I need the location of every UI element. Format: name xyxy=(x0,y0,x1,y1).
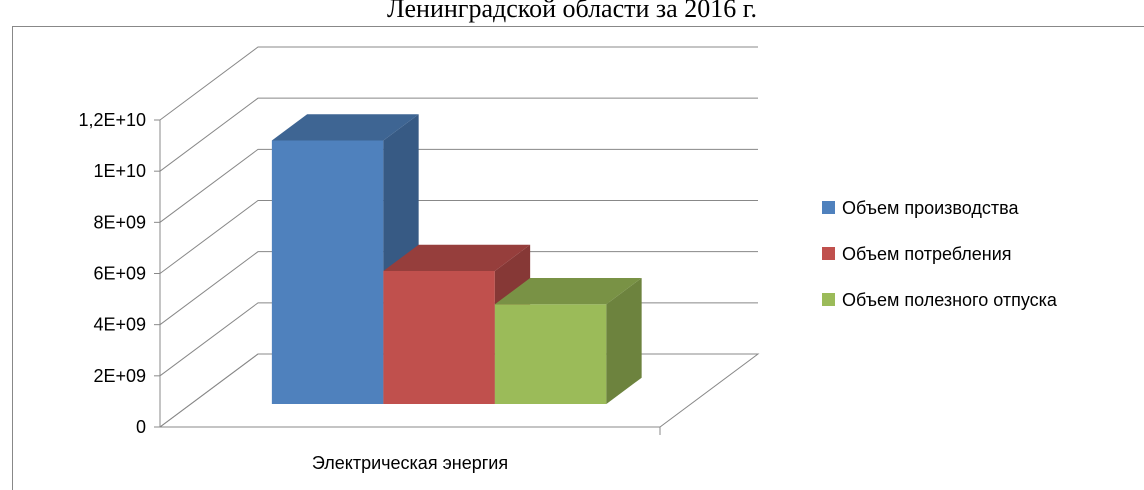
legend-label: Объем производства xyxy=(842,198,1020,218)
legend-label: Объем полезного отпуска xyxy=(842,290,1058,310)
title-backdrop xyxy=(230,0,910,26)
grid-line xyxy=(159,251,758,326)
legend-label: Объем потребления xyxy=(842,244,1012,264)
bar-side xyxy=(606,277,642,405)
chart-frame xyxy=(12,26,1144,490)
bar-top xyxy=(271,114,419,141)
y-tick-label: 2E+09 xyxy=(93,366,146,386)
grid-line xyxy=(159,148,758,223)
y-tick-label: 1E+10 xyxy=(93,161,146,181)
legend-swatch xyxy=(822,201,835,214)
bar-top xyxy=(383,244,531,271)
y-tick-label: 4E+09 xyxy=(93,315,146,335)
bar xyxy=(494,277,642,405)
bar-front xyxy=(383,270,495,405)
y-tick-label: 6E+09 xyxy=(93,264,146,284)
bar-top xyxy=(494,277,642,305)
x-tick-label: Электрическая энергия xyxy=(312,453,508,473)
grid-line xyxy=(159,200,758,274)
y-tick-label: 1,2E+10 xyxy=(78,110,146,130)
grid-line xyxy=(159,46,758,121)
chart-title: Ленинградской области за 2016 г. xyxy=(387,0,757,23)
legend-swatch xyxy=(822,293,835,306)
bar-front xyxy=(494,304,607,405)
y-tick-label: 8E+09 xyxy=(93,212,146,232)
y-tick-label: 0 xyxy=(136,417,146,437)
grid-line xyxy=(159,97,758,172)
legend-swatch xyxy=(822,247,835,260)
bar-front xyxy=(271,140,384,405)
